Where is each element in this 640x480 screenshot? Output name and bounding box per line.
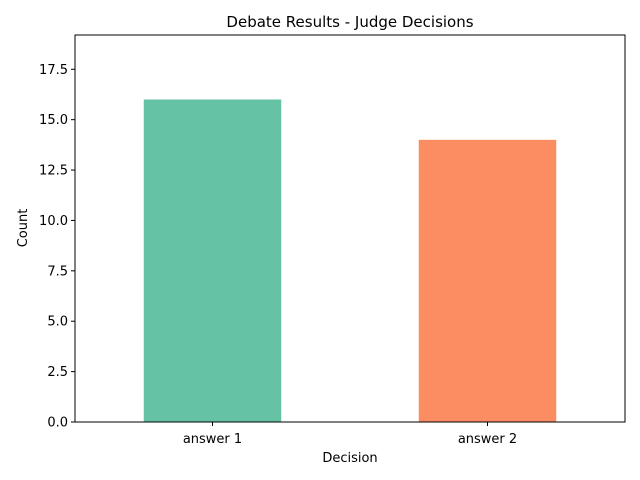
y-tick-label: 17.5 — [39, 63, 68, 78]
y-tick-label: 15.0 — [39, 113, 68, 128]
x-axis-ticks: answer 1 answer 2 — [183, 422, 517, 447]
x-tick-label: answer 2 — [458, 432, 517, 447]
bars-layer — [143, 99, 557, 422]
plot-frame — [74, 34, 626, 423]
x-tick-label: answer 1 — [183, 432, 242, 447]
bar-answer-1 — [143, 99, 282, 422]
y-axis-ticks: 0.0 2.5 5.0 7.5 10.0 12.5 15.0 17.5 — [39, 63, 75, 431]
y-tick-label: 10.0 — [39, 214, 68, 229]
y-axis-label: Count — [16, 209, 31, 248]
y-tick-label: 12.5 — [39, 164, 68, 179]
y-tick-label: 0.0 — [47, 416, 68, 431]
y-tick-label: 7.5 — [47, 264, 68, 279]
chart-title: Debate Results - Judge Decisions — [226, 13, 473, 31]
y-tick-label: 5.0 — [47, 315, 68, 330]
y-tick-label: 2.5 — [47, 365, 68, 380]
bar-answer-2 — [418, 139, 557, 422]
x-axis-label: Decision — [322, 451, 377, 466]
